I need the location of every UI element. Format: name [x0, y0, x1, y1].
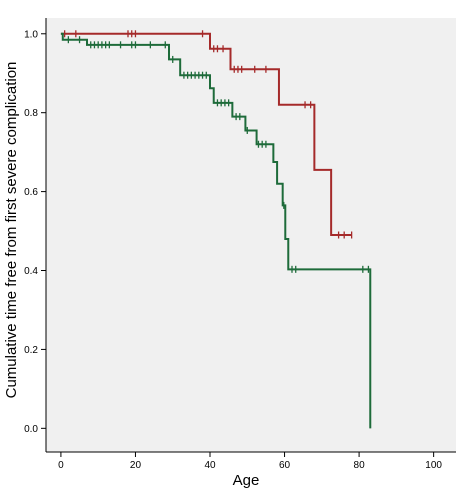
- x-tick-label: 100: [425, 460, 442, 471]
- x-tick-label: 40: [204, 460, 216, 471]
- x-tick-label: 20: [130, 460, 142, 471]
- x-axis-title: Age: [233, 472, 260, 489]
- plot-background: [46, 18, 456, 452]
- x-tick-label: 60: [279, 460, 291, 471]
- y-tick-label: 0.4: [24, 266, 38, 277]
- y-axis: 0.0 0.2 0.4 0.6 0.8 1.0: [24, 29, 46, 435]
- x-axis: 0 20 40 60 80 100: [58, 452, 442, 471]
- survival-line-1: [60, 32, 352, 236]
- y-tick-label: 0.6: [24, 187, 38, 198]
- x-tick-label: 80: [354, 460, 366, 471]
- survival-line-2: [60, 32, 372, 429]
- y-tick-label: 0.2: [24, 345, 38, 356]
- y-tick-label: 0.0: [24, 424, 38, 435]
- y-tick-label: 1.0: [24, 29, 38, 40]
- series-layer: [60, 30, 372, 429]
- y-axis-title: Cumulative time free from first severe c…: [3, 62, 20, 399]
- y-tick-label: 0.8: [24, 108, 38, 119]
- x-tick-label: 0: [58, 460, 64, 471]
